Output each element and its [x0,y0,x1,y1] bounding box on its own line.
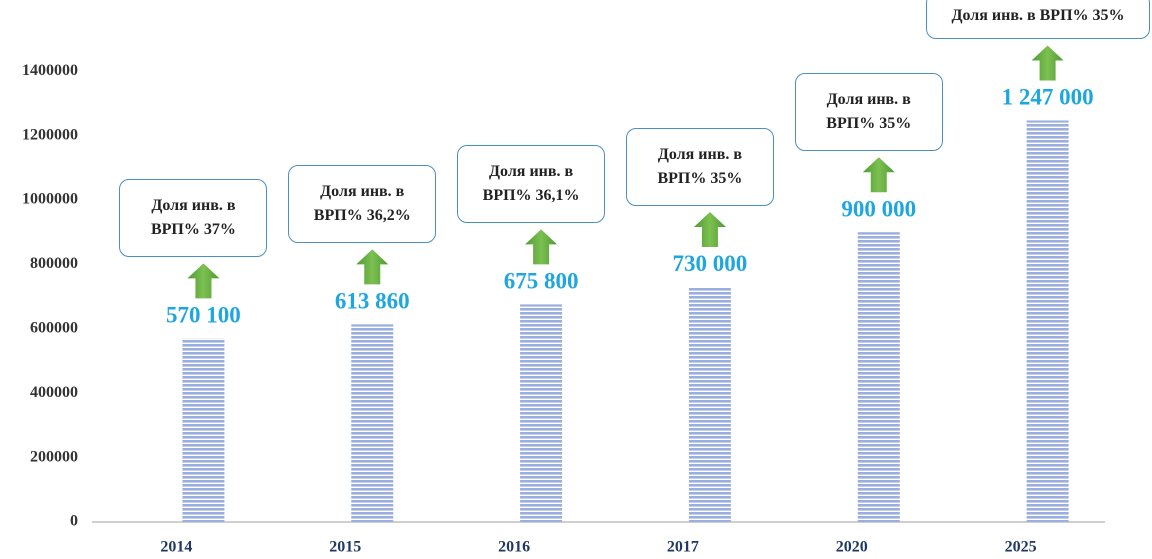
annotation: Доля инв. в ВРП% 35% [625,127,774,206]
x-tick-label: 2015 [329,539,361,556]
y-tick-label: 800000 [30,255,78,272]
value-label: 613 860 [335,289,410,314]
y-tick-label: 0 [70,513,78,530]
x-tick-label: 2016 [498,539,530,556]
bar [520,304,563,522]
bar [1026,120,1069,522]
value-label: 1 247 000 [1002,85,1094,110]
annotation: Доля инв. в ВРП% 36,1% [457,145,606,224]
x-tick-label: 2017 [667,539,699,556]
x-tick-label: 2014 [160,539,192,556]
y-tick-label: 1400000 [22,62,78,79]
x-tick-label: 2025 [1005,539,1037,556]
annotation: Доля инв. в ВРП% 37% [119,179,268,258]
bar [857,232,900,522]
y-tick-label: 200000 [30,448,78,465]
arrow [1031,45,1064,81]
bar [182,338,225,522]
annotation: Доля инв. в ВРП% 36,2% [288,165,437,244]
y-tick-label: 1000000 [22,191,78,208]
y-tick-label: 600000 [30,319,78,336]
x-tick-label: 2020 [836,539,868,556]
value-label: 900 000 [841,196,916,221]
y-tick-label: 1200000 [22,126,78,143]
bar [688,286,731,522]
arrow [187,263,220,299]
arrow [693,211,726,247]
value-label: 675 800 [504,269,579,294]
arrow [525,229,558,265]
value-label: 570 100 [166,303,241,328]
y-tick-label: 400000 [30,384,78,401]
arrow [862,157,895,193]
annotation: Доля инв. в ВРП% 35% [926,0,1150,40]
value-label: 730 000 [673,251,748,276]
arrow [356,249,389,285]
annotation: Доля инв. в ВРП% 35% [794,73,943,152]
bar [351,324,394,522]
